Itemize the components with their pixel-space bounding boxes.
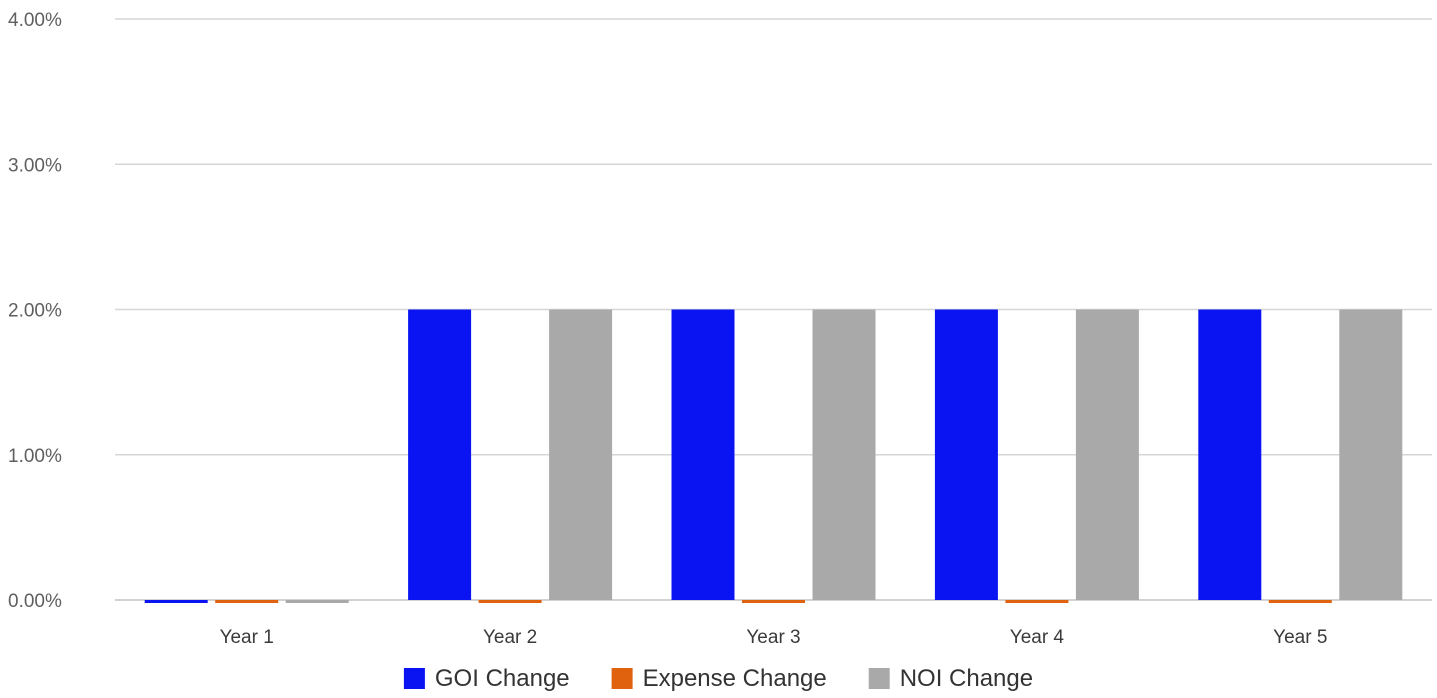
legend-label: GOI Change	[435, 665, 570, 692]
bar-expense-change-year-1	[215, 600, 279, 603]
y-tick-label: 1.00%	[8, 446, 62, 467]
bar-goi-change-year-5	[1198, 309, 1262, 600]
bar-noi-change-year-2	[549, 309, 613, 600]
bar-expense-change-year-2	[478, 600, 542, 603]
bars	[144, 309, 1403, 603]
bar-noi-change-year-3	[812, 309, 876, 600]
bar-expense-change-year-3	[742, 600, 805, 603]
bar-noi-change-year-4	[1075, 309, 1139, 600]
y-tick-label: 2.00%	[8, 301, 62, 322]
legend-item: NOI Change	[868, 665, 1033, 692]
bar-noi-change-year-5	[1339, 309, 1403, 600]
x-category-label: Year 3	[746, 627, 800, 648]
legend-swatch	[611, 668, 633, 689]
bar-goi-change-year-4	[934, 309, 998, 600]
x-category-label: Year 2	[483, 627, 537, 648]
legend-label: Expense Change	[643, 665, 827, 692]
legend: GOI Change Expense Change NOI Change	[403, 665, 1033, 692]
legend-item: GOI Change	[403, 665, 570, 692]
legend-item: Expense Change	[611, 665, 827, 692]
x-axis-category-labels: Year 1 Year 2 Year 3 Year 4 Year 5	[220, 627, 1328, 648]
bar-noi-change-year-1	[285, 600, 349, 603]
bar-goi-change-year-1	[144, 600, 208, 603]
y-tick-label: 3.00%	[8, 155, 62, 176]
x-category-label: Year 5	[1273, 627, 1327, 648]
bar-goi-change-year-2	[408, 309, 472, 600]
x-category-label: Year 1	[220, 627, 274, 648]
bar-expense-change-year-5	[1268, 600, 1332, 603]
y-tick-label: 4.00%	[8, 10, 62, 31]
legend-swatch	[868, 668, 890, 689]
bar-expense-change-year-4	[1005, 600, 1069, 603]
x-category-label: Year 4	[1010, 627, 1065, 648]
legend-label: NOI Change	[900, 665, 1033, 692]
y-tick-label: 0.00%	[8, 591, 62, 612]
y-axis-tick-labels: 0.00% 1.00% 2.00% 3.00% 4.00%	[8, 10, 62, 612]
bar-goi-change-year-3	[671, 309, 735, 600]
legend-swatch	[403, 668, 425, 689]
